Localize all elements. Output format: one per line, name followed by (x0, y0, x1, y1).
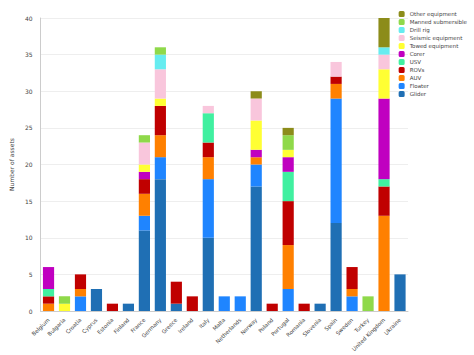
svg-text:Malta: Malta (211, 316, 227, 332)
svg-text:40: 40 (25, 15, 33, 22)
svg-text:Glider: Glider (410, 91, 427, 97)
svg-text:0: 0 (29, 308, 33, 315)
svg-text:Cyprus: Cyprus (80, 316, 99, 335)
svg-text:Turkey: Turkey (353, 316, 371, 334)
svg-text:Greece: Greece (160, 316, 178, 334)
svg-text:Manned submersible: Manned submersible (410, 19, 468, 25)
svg-text:25: 25 (25, 124, 33, 131)
svg-text:30: 30 (25, 88, 33, 95)
svg-text:Croatia: Croatia (64, 317, 82, 335)
svg-text:AUV: AUV (410, 75, 422, 81)
svg-text:Other equipment: Other equipment (410, 11, 458, 18)
svg-text:10: 10 (25, 234, 33, 241)
svg-text:Seismic equipment: Seismic equipment (410, 35, 464, 42)
svg-text:USV: USV (410, 59, 422, 65)
svg-text:Italy: Italy (198, 316, 212, 330)
svg-text:United Kingdom: United Kingdom (351, 317, 387, 353)
svg-text:Sweden: Sweden (335, 317, 355, 337)
svg-text:Towed equipment: Towed equipment (409, 43, 460, 50)
svg-text:Romania: Romania (285, 316, 307, 339)
svg-text:Number of assets: Number of assets (8, 138, 15, 191)
svg-text:Poland: Poland (257, 316, 275, 335)
svg-text:Spain: Spain (323, 316, 339, 332)
svg-text:Netherlands: Netherlands (214, 317, 242, 345)
svg-text:15: 15 (25, 198, 33, 205)
svg-text:Floater: Floater (410, 83, 430, 89)
svg-text:France: France (129, 316, 147, 334)
svg-text:Portugal: Portugal (270, 316, 291, 338)
svg-text:Slovenia: Slovenia (302, 317, 323, 338)
svg-text:35: 35 (25, 51, 33, 58)
svg-text:Finland: Finland (112, 317, 130, 335)
svg-text:ROVs: ROVs (410, 67, 425, 73)
svg-text:20: 20 (25, 161, 33, 168)
svg-text:5: 5 (29, 271, 33, 278)
svg-text:Bulgaria: Bulgaria (46, 317, 67, 338)
svg-text:Norway: Norway (239, 316, 259, 336)
svg-text:Germany: Germany (140, 316, 163, 339)
svg-text:Corer: Corer (410, 51, 426, 57)
svg-text:Ukraine: Ukraine (383, 316, 403, 336)
svg-text:Estonia: Estonia (96, 317, 115, 336)
svg-text:Ireland: Ireland (177, 317, 195, 335)
svg-text:Drill rig: Drill rig (410, 27, 430, 34)
svg-text:Belgium: Belgium (30, 316, 51, 337)
